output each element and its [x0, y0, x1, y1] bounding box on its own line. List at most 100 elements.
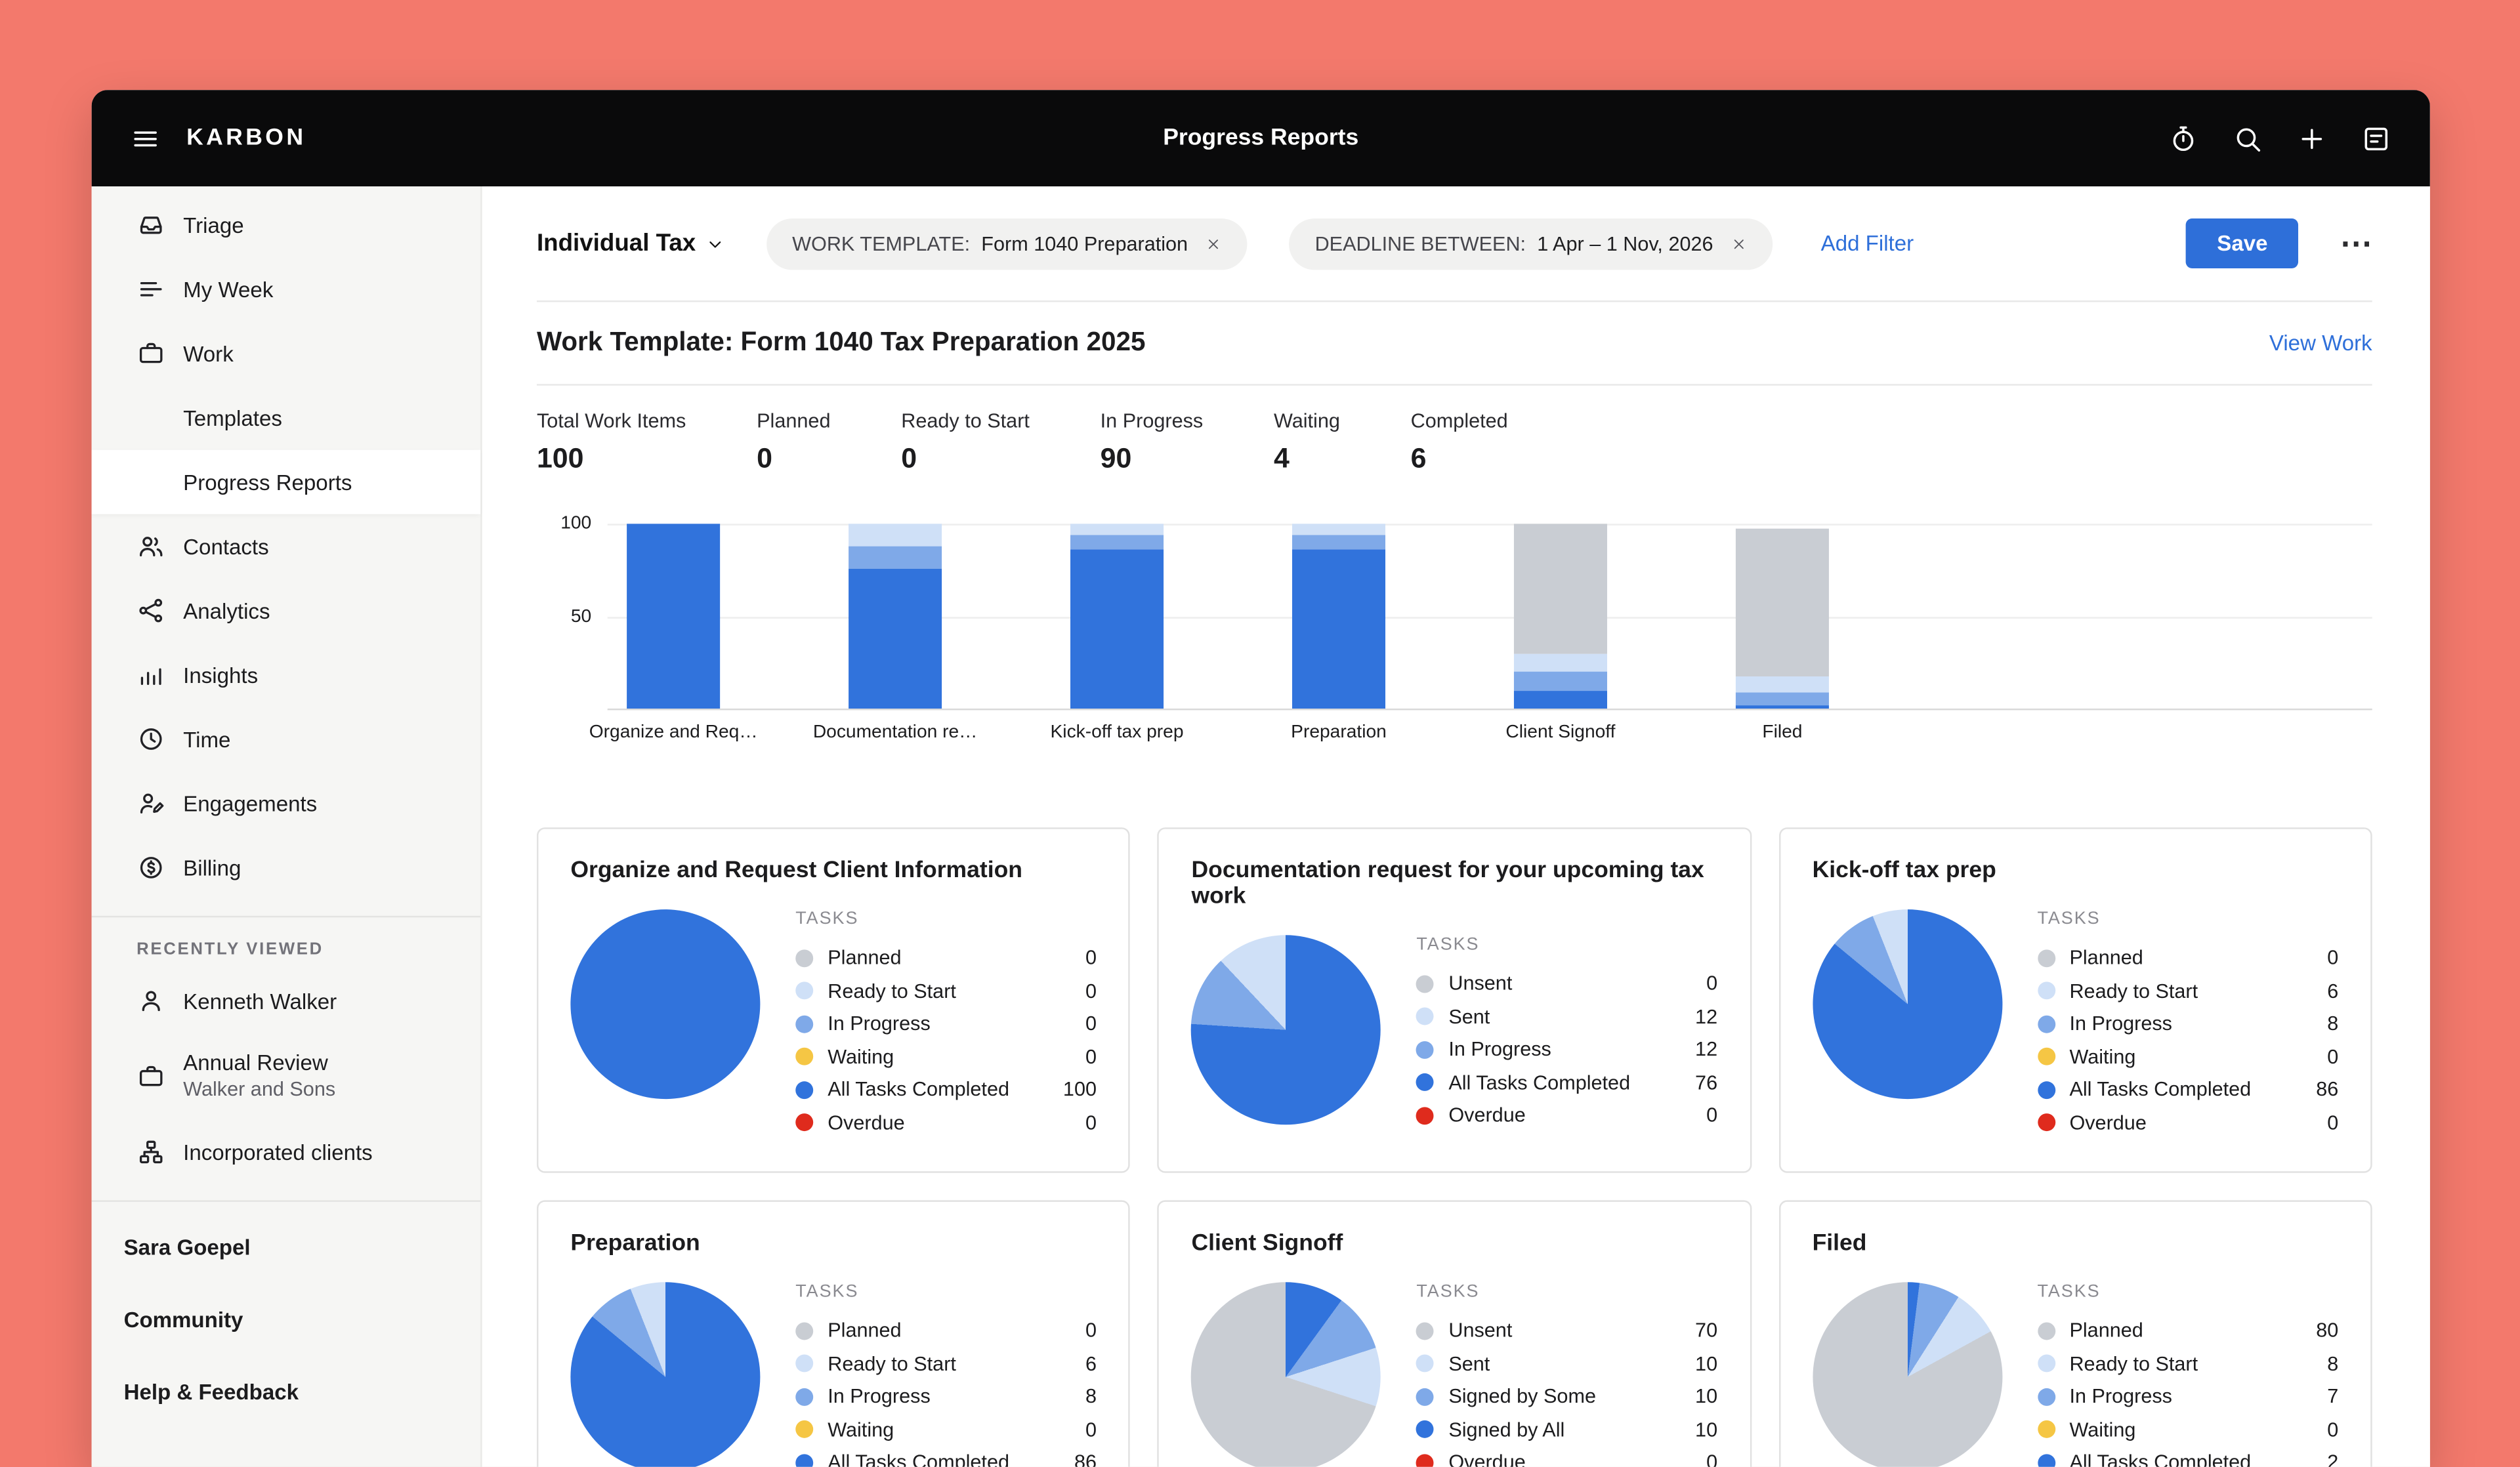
chevron-down-icon	[705, 234, 724, 253]
remove-filter-button[interactable]	[1206, 236, 1221, 251]
legend-row-waiting: Waiting 0	[2037, 1041, 2338, 1073]
legend-row-all-tasks-completed: All Tasks Completed 100	[795, 1073, 1097, 1106]
legend-row-ready-to-start: Ready to Start 8	[2037, 1347, 2338, 1380]
sidebar-item-my-week[interactable]: My Week	[92, 257, 481, 321]
sidebar-item-insights[interactable]: Insights	[92, 643, 481, 707]
bar-segment-in-progress	[1070, 535, 1164, 550]
tasks-header: TASKS	[1416, 1282, 1480, 1302]
sidebar-item-analytics[interactable]: Analytics	[92, 579, 481, 643]
legend-value: 10	[1695, 1418, 1718, 1441]
sidebar-footer-label: Help & Feedback	[123, 1380, 299, 1405]
sidebar-item-progress-reports[interactable]: Progress Reports	[91, 449, 481, 514]
menu-icon	[130, 123, 161, 154]
status-dot	[795, 1113, 814, 1132]
legend-row-waiting: Waiting 0	[795, 1041, 1097, 1073]
status-dot	[2037, 1420, 2055, 1439]
bar-client-signoff[interactable]	[1513, 524, 1607, 709]
status-dot	[795, 949, 814, 967]
stage-card-filed: Filed TASKS Planned 80 Ready to Start 8 In Pro…	[1778, 1200, 2372, 1467]
bar-preparation[interactable]	[1292, 524, 1386, 709]
chip-value: 1 Apr – 1 Nov, 2026	[1537, 232, 1713, 255]
legend-label: Ready to Start	[2069, 980, 2198, 1002]
pie-chart	[1191, 935, 1381, 1125]
recent-item-annual-review[interactable]: Annual Review Walker and Sons	[92, 1033, 481, 1120]
app-shell: Triage My Week Work Templates Progress Repor…	[91, 186, 2430, 1467]
stacked-bar-chart: 100 50 Organize and Req… Documentation re……	[537, 514, 2372, 753]
tasks-legend: TASKS Unsent 0 Sent 12 In Progress 12 All Tasks…	[1416, 935, 1717, 1132]
filter-chip-work-template[interactable]: WORK TEMPLATE: Form 1040 Preparation	[766, 217, 1248, 270]
status-dot	[2037, 1048, 2055, 1066]
sidebar-item-contacts[interactable]: Contacts	[92, 514, 481, 579]
bar-kick-off-tax-prep[interactable]	[1070, 524, 1164, 709]
status-dot	[1416, 1420, 1435, 1439]
legend-value: 86	[2316, 1078, 2339, 1102]
remove-filter-button[interactable]	[1731, 236, 1747, 251]
filter-actions: Save ⋯	[2186, 218, 2372, 268]
sidebar-divider-2	[91, 1200, 481, 1202]
tasks-header: TASKS	[2037, 1282, 2101, 1302]
recent-item-incorporated-clients[interactable]: Incorporated clients	[92, 1120, 481, 1184]
stat-planned: Planned 0	[757, 409, 830, 475]
recent-item-label: Annual Review	[183, 1050, 328, 1075]
org-icon	[136, 1138, 165, 1167]
appbar-actions	[2168, 123, 2391, 154]
filter-chip-deadline-between[interactable]: DEADLINE BETWEEN: 1 Apr – 1 Nov, 2026	[1289, 217, 1773, 270]
bar-category-label: Organize and Req…	[589, 723, 758, 743]
status-dot	[1416, 1453, 1435, 1467]
sidebar-footer-label: Community	[123, 1308, 243, 1333]
sidebar-item-label: Time	[183, 727, 231, 751]
stat-total-work-items: Total Work Items 100	[537, 409, 686, 475]
sidebar-item-billing[interactable]: Billing	[92, 835, 481, 899]
bar-segment-all-tasks-completed	[1070, 549, 1164, 709]
stat-completed: Completed 6	[1411, 409, 1508, 475]
sidebar-item-work[interactable]: Work	[92, 321, 481, 386]
stage-card-organize-and-request-client-information: Organize and Request Client Information T…	[536, 827, 1131, 1173]
status-dot	[2037, 1453, 2055, 1467]
stat-waiting: Waiting 4	[1274, 409, 1340, 475]
menu-button[interactable]	[130, 123, 161, 154]
save-button[interactable]: Save	[2186, 218, 2299, 268]
recent-item-kenneth-walker[interactable]: Kenneth Walker	[92, 969, 481, 1033]
add-button[interactable]	[2297, 123, 2328, 154]
add-filter-button[interactable]: Add Filter	[1820, 231, 1914, 256]
sidebar-footer-sara-goepel[interactable]: Sara Goepel	[92, 1212, 481, 1284]
app-bar: KARBON Progress Reports	[91, 90, 2430, 187]
sidebar-footer-community[interactable]: Community	[92, 1284, 481, 1356]
stat-value: 6	[1410, 442, 1427, 474]
sidebar-item-label: Work	[183, 341, 234, 366]
bar-segment-all-tasks-completed	[627, 524, 721, 709]
more-options-button[interactable]: ⋯	[2340, 226, 2372, 261]
bar-filed[interactable]	[1735, 529, 1829, 709]
scope-selector[interactable]: Individual Tax	[537, 230, 724, 257]
legend-value: 8	[1085, 1385, 1097, 1408]
sidebar-item-engagements[interactable]: Engagements	[92, 772, 481, 836]
legend-value: 0	[1085, 980, 1097, 1002]
sidebar-item-time[interactable]: Time	[92, 707, 481, 772]
search-button[interactable]	[2233, 123, 2263, 154]
legend-label: All Tasks Completed	[828, 1451, 1009, 1467]
feedback-button[interactable]	[2361, 123, 2392, 154]
timer-button[interactable]	[2168, 123, 2199, 154]
bar-documentation-re[interactable]	[849, 524, 942, 709]
sidebar-item-label: Contacts	[183, 534, 269, 559]
legend-value: 0	[1085, 1418, 1097, 1441]
bar-segment-unsent	[1513, 524, 1607, 653]
legend-row-all-tasks-completed: All Tasks Completed 76	[1416, 1066, 1717, 1099]
legend-label: In Progress	[828, 1012, 931, 1035]
sidebar-item-templates[interactable]: Templates	[92, 386, 481, 450]
sidebar-footer-help-feedback[interactable]: Help & Feedback	[92, 1356, 481, 1428]
view-work-link[interactable]: View Work	[2269, 331, 2372, 356]
bar-organize-and-req[interactable]	[627, 524, 721, 709]
tasks-header: TASKS	[2037, 909, 2101, 929]
legend-label: Waiting	[2069, 1045, 2136, 1068]
legend-label: In Progress	[828, 1385, 931, 1408]
legend-row-ready-to-start: Ready to Start 6	[795, 1347, 1097, 1380]
legend-label: In Progress	[2069, 1385, 2172, 1408]
legend-row-all-tasks-completed: All Tasks Completed 2	[2037, 1446, 2338, 1467]
tasks-header: TASKS	[795, 909, 859, 929]
bar-segment-in-progress	[1735, 692, 1829, 705]
status-dot	[2037, 981, 2055, 1000]
bar-segment-ready-to-start	[1735, 677, 1829, 692]
sidebar-item-triage[interactable]: Triage	[92, 193, 481, 257]
